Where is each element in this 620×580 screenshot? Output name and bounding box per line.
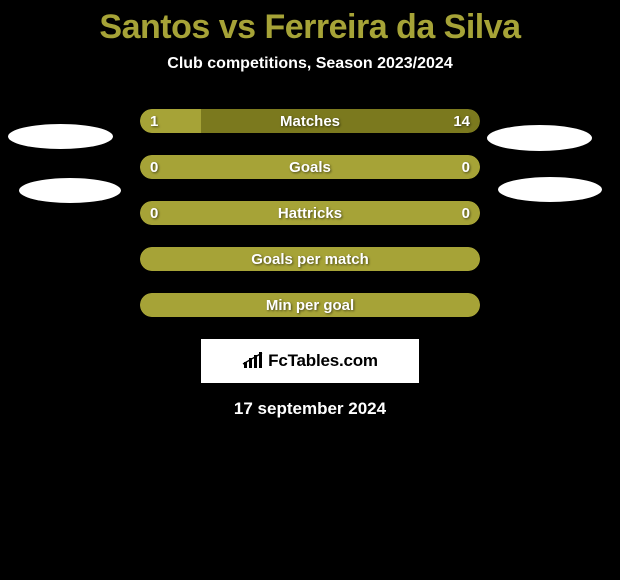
stat-bar: Hattricks0 0 <box>140 201 480 225</box>
subtitle: Club competitions, Season 2023/2024 <box>0 55 620 73</box>
bar-label: Matches <box>140 109 480 133</box>
date-stamp: 17 september 2024 <box>0 399 620 419</box>
stat-bar: Goals per match <box>140 247 480 271</box>
bar-label: Min per goal <box>140 293 480 317</box>
decorative-ellipse <box>19 178 121 203</box>
decorative-ellipse <box>498 177 602 202</box>
logo: FcTables.com <box>242 351 378 371</box>
decorative-ellipse <box>8 124 113 149</box>
bar-value-right: 14 <box>453 109 470 133</box>
bar-label: Hattricks <box>140 201 480 225</box>
decorative-ellipse <box>487 125 592 151</box>
comparison-bars: Matches114Goals00Hattricks00Goals per ma… <box>140 109 480 317</box>
logo-text: FcTables.com <box>268 351 378 371</box>
bar-value-left: 1 <box>150 109 158 133</box>
bar-chart-icon <box>242 352 264 370</box>
stat-bar: Matches1 14 <box>140 109 480 133</box>
bar-label: Goals <box>140 155 480 179</box>
logo-box: FcTables.com <box>201 339 419 383</box>
stat-bar: Min per goal <box>140 293 480 317</box>
page-title: Santos vs Ferreira da Silva <box>0 0 620 47</box>
bar-value-left: 0 <box>150 155 158 179</box>
bar-value-left: 0 <box>150 201 158 225</box>
bar-value-right: 0 <box>462 155 470 179</box>
bar-label: Goals per match <box>140 247 480 271</box>
stat-bar: Goals0 0 <box>140 155 480 179</box>
bar-value-right: 0 <box>462 201 470 225</box>
